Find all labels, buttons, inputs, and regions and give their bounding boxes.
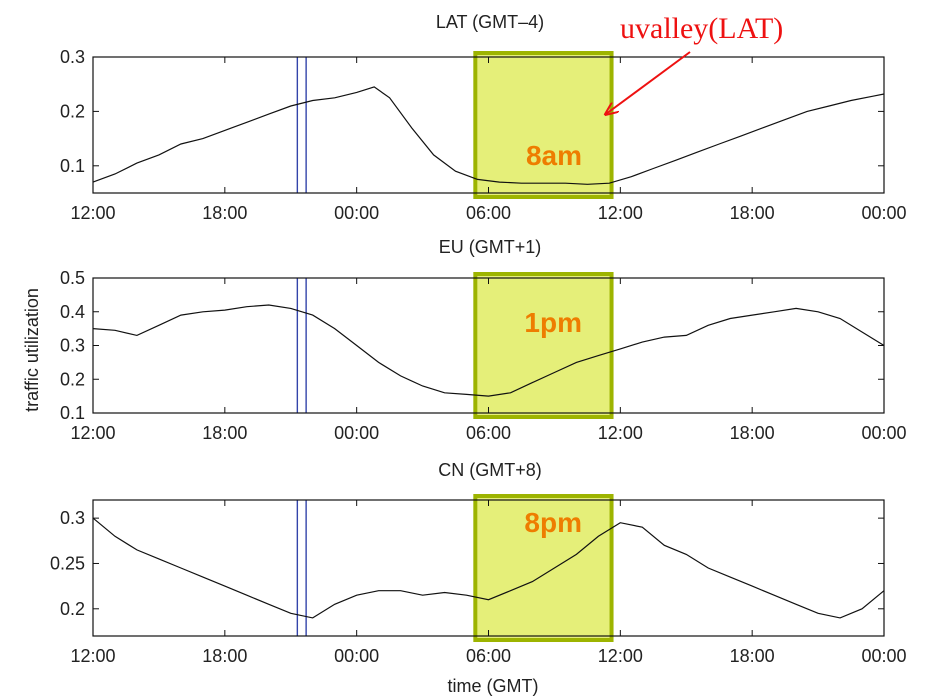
panel-title-eu: EU (GMT+1)	[439, 237, 542, 257]
y-tick-label: 0.1	[60, 156, 85, 176]
panel-eu: EU (GMT+1) 12:00 18:00 00:00 06:00 12:00 18:0…	[60, 237, 907, 443]
panel-title-cn: CN (GMT+8)	[438, 460, 542, 480]
y-tick-label: 0.2	[60, 369, 85, 389]
x-tick-label: 12:00	[70, 423, 115, 443]
highlight-box	[473, 494, 614, 642]
x-tick-label: 18:00	[202, 203, 247, 223]
y-tick-label: 0.25	[50, 553, 85, 573]
x-tick-label: 18:00	[730, 423, 775, 443]
vlines-eu	[296, 278, 307, 413]
y-axis-label: traffic utilization	[22, 288, 42, 412]
ticks-cn: 12:00 18:00 00:00 06:00 12:00 18:00 00:00 0.2 0.…	[50, 500, 907, 666]
highlight-box	[473, 51, 614, 199]
x-tick-label: 00:00	[861, 423, 906, 443]
vlines-lat	[296, 57, 307, 193]
annotation-uvalley: uvalley(LAT)	[620, 12, 783, 45]
x-tick-label: 06:00	[466, 203, 511, 223]
highlight-label-lat: 8am	[526, 140, 582, 171]
ticks-eu: 12:00 18:00 00:00 06:00 12:00 18:00 00:00 0.1 0.…	[60, 268, 907, 443]
x-tick-label: 12:00	[598, 423, 643, 443]
vlines-cn	[296, 500, 307, 636]
highlight-box	[473, 272, 614, 419]
highlight-lat	[473, 51, 614, 199]
y-tick-label: 0.4	[60, 302, 85, 322]
y-tick-label: 0.3	[60, 508, 85, 528]
x-tick-label: 06:00	[466, 646, 511, 666]
x-tick-label: 00:00	[861, 203, 906, 223]
x-tick-label: 18:00	[202, 646, 247, 666]
ticks-lat: 12:00 18:00 00:00 06:00 12:00 18:00 00:00 0.1 0.…	[60, 47, 907, 223]
x-tick-label: 00:00	[861, 646, 906, 666]
panel-cn: CN (GMT+8) 12:00 18:00 00:00 06:00 12:00 18:0…	[50, 460, 907, 666]
highlight-label-eu: 1pm	[524, 307, 582, 338]
series-line-cn	[92, 517, 885, 619]
highlight-label-cn: 8pm	[524, 507, 582, 538]
x-tick-label: 00:00	[334, 203, 379, 223]
x-tick-label: 00:00	[334, 646, 379, 666]
x-tick-label: 12:00	[598, 646, 643, 666]
x-tick-label: 12:00	[70, 203, 115, 223]
y-tick-label: 0.3	[60, 336, 85, 356]
x-tick-label: 18:00	[202, 423, 247, 443]
panel-lat: LAT (GMT–4) 12:00 18:00 00:00 06:00 12:00 18:…	[60, 12, 907, 223]
x-tick-label: 12:00	[70, 646, 115, 666]
x-tick-label: 00:00	[334, 423, 379, 443]
x-tick-label: 18:00	[730, 203, 775, 223]
x-tick-label: 12:00	[598, 203, 643, 223]
y-tick-label: 0.5	[60, 268, 85, 288]
x-tick-label: 18:00	[730, 646, 775, 666]
y-tick-label: 0.2	[60, 599, 85, 619]
highlight-cn	[473, 494, 614, 642]
panel-title-lat: LAT (GMT–4)	[436, 12, 544, 32]
y-tick-label: 0.1	[60, 403, 85, 423]
highlight-eu	[473, 272, 614, 419]
annotation-arrow	[606, 51, 691, 114]
y-tick-label: 0.2	[60, 101, 85, 121]
x-axis-label: time (GMT)	[448, 676, 539, 696]
series-line-eu	[92, 304, 885, 397]
y-tick-label: 0.3	[60, 47, 85, 67]
x-tick-label: 06:00	[466, 423, 511, 443]
series-line-lat	[92, 86, 885, 185]
